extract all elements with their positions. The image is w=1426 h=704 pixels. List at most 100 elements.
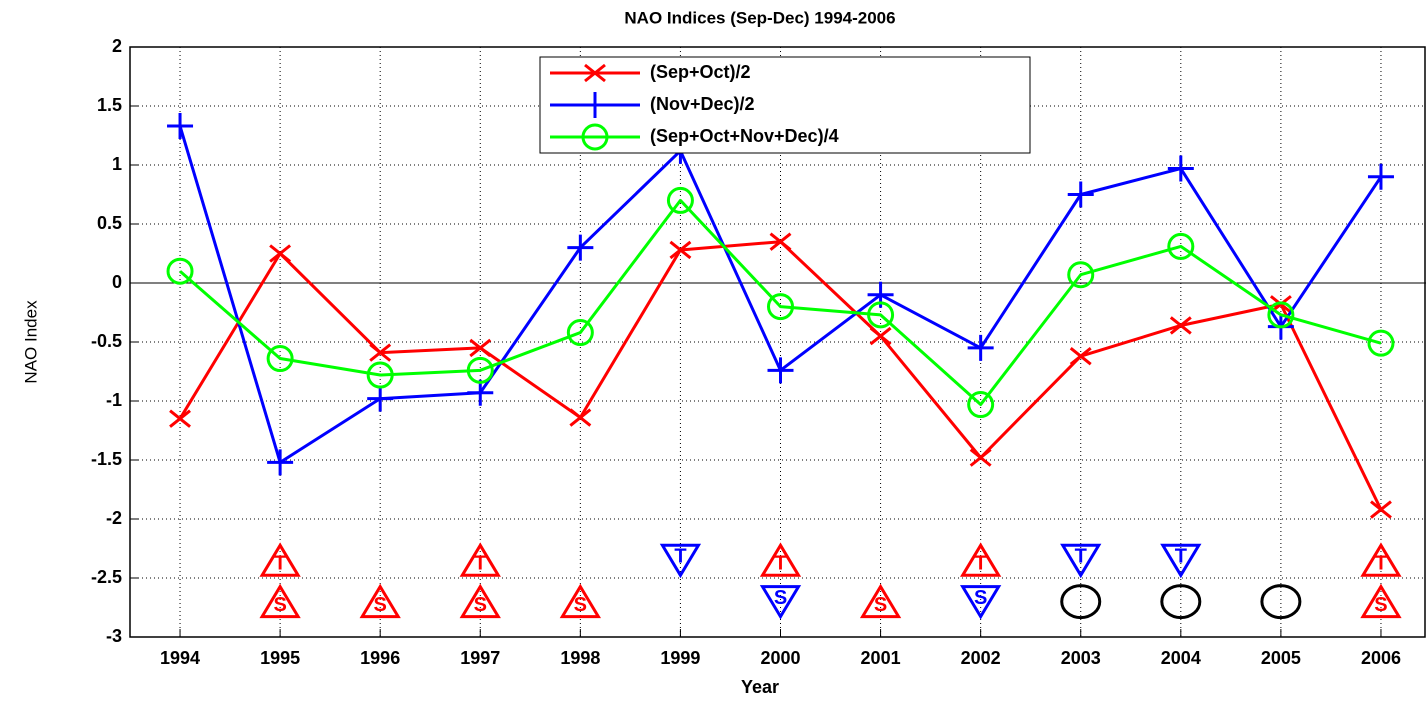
legend-label: (Nov+Dec)/2	[650, 94, 755, 114]
annotation-triangle	[960, 542, 1002, 577]
marker	[569, 408, 592, 427]
x-tick-label: 1997	[460, 648, 500, 668]
marker	[167, 113, 194, 140]
y-axis-label: NAO Index	[21, 300, 40, 384]
x-tick-label: 1994	[160, 648, 200, 668]
annotation-label: S	[774, 587, 787, 609]
marker	[1167, 155, 1194, 182]
y-tick-label: -2	[106, 508, 122, 528]
annotation-label: S	[974, 587, 987, 609]
marker	[1067, 261, 1095, 289]
x-axis-label: Year	[741, 677, 779, 697]
marker	[366, 361, 394, 389]
marker	[369, 343, 392, 362]
annotation-circle	[1160, 584, 1202, 620]
annotation-triangle	[359, 583, 401, 619]
marker	[466, 356, 494, 384]
marker	[869, 326, 892, 346]
annotation-label: T	[774, 553, 786, 575]
annotation-label: T	[1175, 546, 1187, 568]
annotation-triangle	[759, 585, 802, 620]
annotation-triangle	[759, 542, 802, 577]
x-tick-label: 1999	[660, 648, 700, 668]
annotation-triangle	[960, 585, 1002, 620]
y-tick-label: 2	[112, 36, 122, 56]
annotation-triangle	[1360, 542, 1402, 577]
y-tick-label: -2.5	[91, 567, 122, 587]
y-tick-label: -0.5	[91, 331, 122, 351]
annotation-triangle	[459, 583, 501, 619]
annotation-label: T	[274, 553, 286, 575]
x-tick-label: 1996	[360, 648, 400, 668]
x-tick-label: 1995	[260, 648, 300, 668]
marker	[867, 301, 895, 329]
x-tick-label: 1998	[560, 648, 600, 668]
annotation-triangle	[859, 583, 902, 619]
marker	[467, 379, 494, 406]
annotation-triangle	[559, 583, 601, 619]
x-tick-label: 2001	[861, 648, 901, 668]
annotation-label: S	[474, 594, 487, 616]
marker	[967, 334, 994, 361]
annotation-label: S	[273, 594, 286, 616]
annotation-label: S	[374, 594, 387, 616]
marker	[567, 234, 594, 261]
marker	[367, 385, 394, 412]
marker	[584, 63, 606, 83]
marker	[969, 448, 992, 467]
annotation-triangle	[1060, 543, 1102, 579]
x-tick-label: 2003	[1061, 648, 1101, 668]
marker	[769, 232, 792, 251]
marker	[166, 257, 194, 285]
y-tick-label: 1.5	[97, 95, 122, 115]
chart-title: NAO Indices (Sep-Dec) 1994-2006	[624, 8, 895, 27]
y-tick-label: 0.5	[97, 213, 122, 233]
annotation-label: S	[1374, 594, 1387, 616]
marker	[1067, 181, 1094, 208]
annotation-label: T	[1375, 553, 1387, 575]
marker	[767, 293, 795, 321]
marker	[581, 123, 609, 151]
annotation-label: T	[975, 553, 987, 575]
marker	[1169, 316, 1192, 335]
marker	[967, 391, 995, 419]
annotation-triangle	[259, 583, 301, 619]
annotation-label: T	[674, 546, 686, 568]
annotation-triangle	[659, 543, 702, 579]
annotation-label: T	[474, 553, 486, 575]
marker	[169, 409, 191, 428]
marker	[1370, 500, 1392, 519]
marker	[1367, 329, 1395, 357]
x-tick-label: 2004	[1161, 648, 1201, 668]
y-tick-label: -1.5	[91, 449, 122, 469]
annotation-triangle	[1360, 583, 1402, 619]
marker	[1267, 301, 1295, 329]
marker	[582, 92, 608, 118]
marker	[266, 345, 294, 373]
plot-area	[166, 113, 1395, 519]
annotation-triangle	[459, 542, 501, 577]
y-tick-label: -3	[106, 626, 122, 646]
y-tick-label: 0	[112, 272, 122, 292]
annotation-label: S	[874, 594, 887, 616]
x-tick-label: 2006	[1361, 648, 1401, 668]
annotation-circle	[1260, 584, 1302, 620]
marker	[669, 240, 692, 260]
series-line	[179, 198, 1382, 407]
x-tick-label: 2002	[961, 648, 1001, 668]
annotation-triangle	[259, 542, 301, 577]
y-tick-label: -1	[106, 390, 122, 410]
legend-label: (Sep+Oct)/2	[650, 62, 751, 82]
annotation-triangle	[1160, 543, 1202, 579]
x-tick-label: 2000	[760, 648, 800, 668]
marker	[566, 319, 594, 347]
annotation-label: S	[574, 594, 587, 616]
marker	[1069, 346, 1092, 366]
annotation-circle	[1060, 584, 1102, 620]
y-tick-label: 1	[112, 154, 122, 174]
marker	[767, 357, 794, 384]
marker	[1367, 163, 1394, 190]
legend-label: (Sep+Oct+Nov+Dec)/4	[650, 126, 839, 146]
marker	[666, 186, 694, 214]
